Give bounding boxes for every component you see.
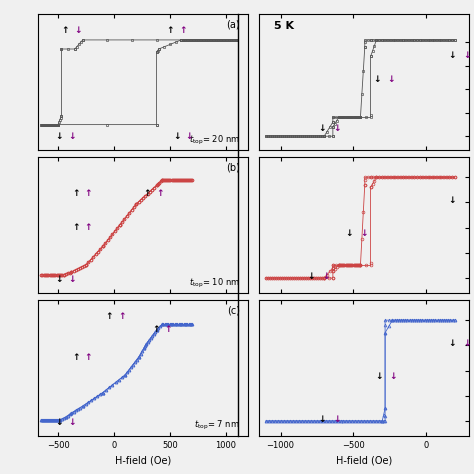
Text: ↓: ↓ [346, 229, 353, 238]
Text: ↓: ↓ [375, 372, 383, 381]
Text: $\mathit{t}_\mathrm{top}$= 20 nm: $\mathit{t}_\mathrm{top}$= 20 nm [189, 134, 240, 146]
Text: ↑: ↑ [118, 312, 126, 321]
Text: ↓: ↓ [388, 75, 395, 84]
X-axis label: H-field (Oe): H-field (Oe) [115, 456, 171, 465]
Text: ↓: ↓ [74, 26, 82, 35]
Text: (c): (c) [227, 305, 240, 315]
Text: (a): (a) [226, 19, 240, 30]
Text: $\mathit{t}_\mathrm{top}$= 10 nm: $\mathit{t}_\mathrm{top}$= 10 nm [189, 276, 240, 290]
Text: ↑: ↑ [85, 353, 92, 362]
Text: ↑: ↑ [72, 353, 80, 362]
Text: ↓: ↓ [373, 75, 381, 84]
Text: ↑: ↑ [164, 326, 172, 335]
Text: ↓: ↓ [55, 418, 63, 427]
Text: ↑: ↑ [156, 189, 164, 198]
Text: ↓: ↓ [173, 132, 181, 141]
Text: 5 K: 5 K [273, 21, 293, 31]
Text: ↓: ↓ [318, 124, 326, 133]
Text: ↓: ↓ [449, 51, 456, 60]
Text: ↓: ↓ [318, 415, 326, 424]
Text: $\mathit{t}_\mathrm{top}$= 7 nm: $\mathit{t}_\mathrm{top}$= 7 nm [194, 419, 240, 432]
Text: ↓: ↓ [360, 229, 368, 238]
Text: ↓: ↓ [68, 418, 75, 427]
Text: ↓: ↓ [55, 275, 63, 284]
Text: ↓: ↓ [68, 275, 75, 284]
Text: ↑: ↑ [167, 26, 174, 35]
Text: ↓: ↓ [68, 132, 75, 141]
Text: ↓: ↓ [449, 339, 456, 348]
Text: ↓: ↓ [322, 273, 330, 282]
Text: ↓: ↓ [186, 132, 193, 141]
Text: ↑: ↑ [152, 326, 159, 335]
Text: ↑: ↑ [144, 189, 151, 198]
Text: ↓: ↓ [55, 132, 63, 141]
Text: ↓: ↓ [390, 372, 397, 381]
Text: ↓: ↓ [464, 339, 471, 348]
Text: ↑: ↑ [179, 26, 187, 35]
Text: ↓: ↓ [464, 51, 471, 60]
Text: ↓: ↓ [333, 415, 340, 424]
X-axis label: H-field (Oe): H-field (Oe) [336, 456, 392, 465]
Text: ↓: ↓ [308, 273, 315, 282]
Text: ↑: ↑ [85, 189, 92, 198]
Text: ↑: ↑ [72, 223, 80, 232]
Text: ↑: ↑ [106, 312, 113, 321]
Text: (b): (b) [226, 163, 240, 173]
Text: ↓: ↓ [449, 196, 456, 205]
Text: ↑: ↑ [85, 223, 92, 232]
Text: ↑: ↑ [72, 189, 80, 198]
Text: ↓: ↓ [333, 124, 340, 133]
Text: ↑: ↑ [62, 26, 69, 35]
